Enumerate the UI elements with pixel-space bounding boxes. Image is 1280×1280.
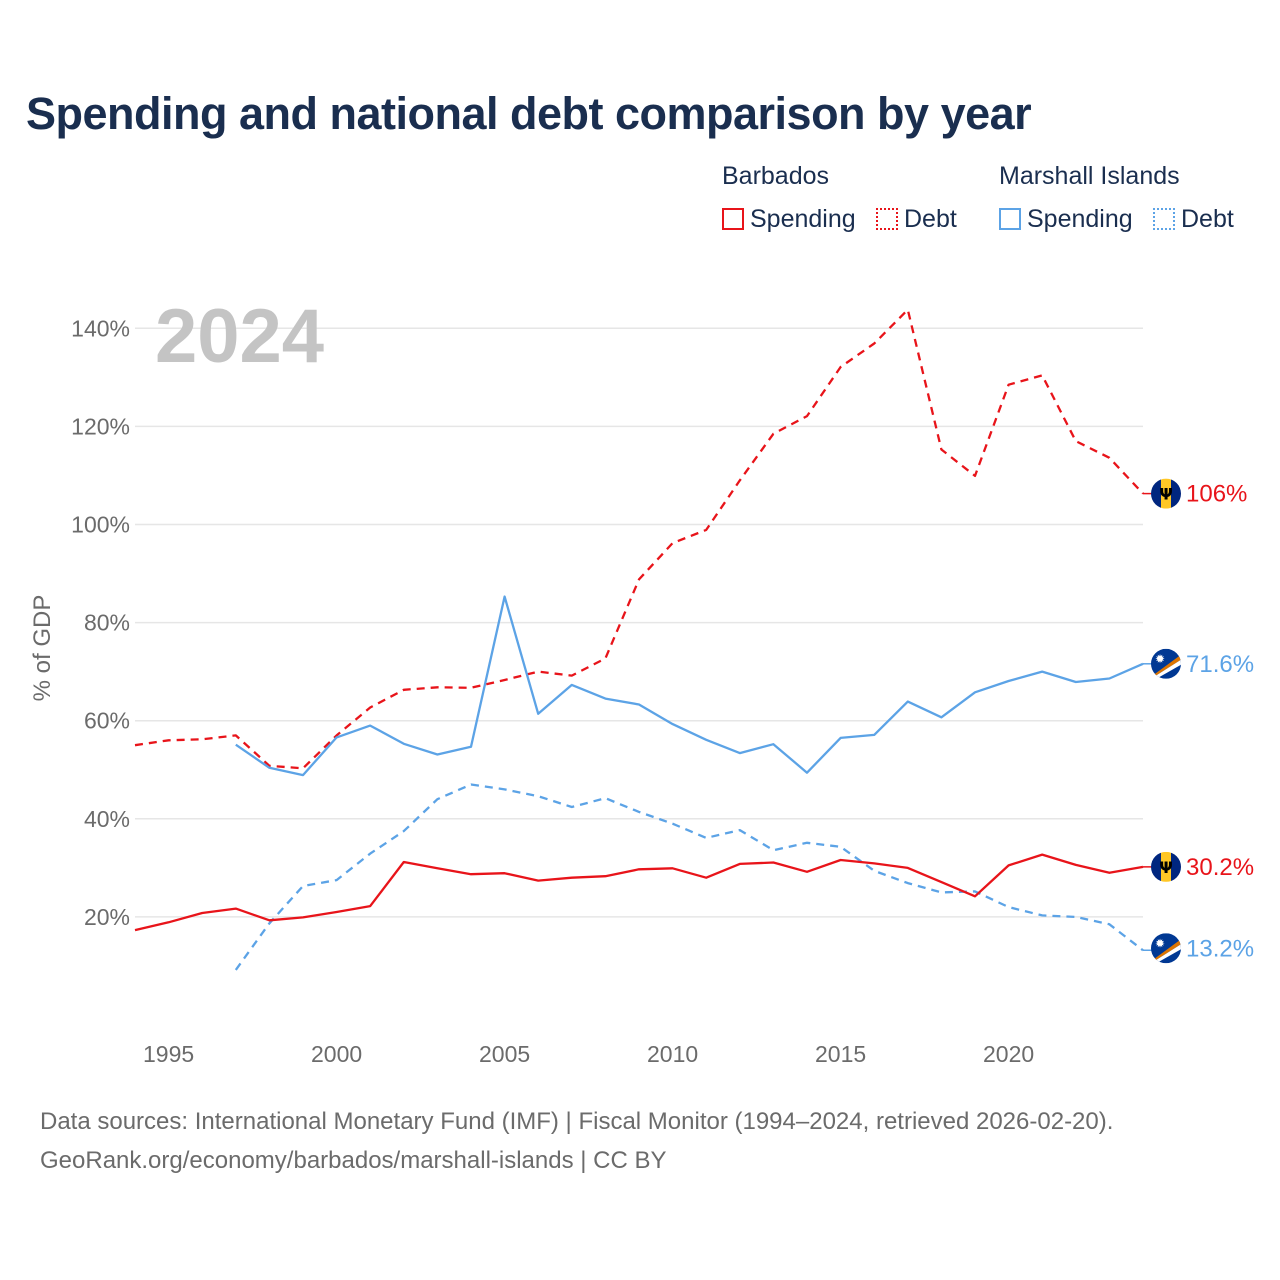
marshall-islands-flag-icon: ✹	[1151, 648, 1181, 679]
svg-text:Ψ: Ψ	[1159, 485, 1173, 504]
gridlines	[135, 327, 1143, 918]
legend-swatch-dotted-blue	[1153, 208, 1175, 230]
end-labels: Ψ 106% ✹ 71.6% ✹ 13.2% Ψ 30.2%	[1143, 478, 1254, 964]
y-tick-label: 60%	[84, 708, 130, 734]
y-tick-label: 120%	[71, 413, 130, 439]
series-line-barbados-debt	[134, 308, 1144, 770]
legend-label: Debt	[904, 204, 957, 233]
y-tick-label: 100%	[71, 512, 130, 538]
year-watermark: 2024	[155, 294, 324, 379]
series-line-marshall-islands-spending	[235, 595, 1144, 777]
legend-label: Spending	[750, 204, 856, 233]
svg-text:✹: ✹	[1155, 936, 1165, 950]
end-value-label: 71.6%	[1186, 651, 1254, 678]
legend-group-barbados: Barbados	[722, 162, 830, 190]
end-value-label: 30.2%	[1186, 854, 1254, 881]
x-tick-label: 2000	[311, 1041, 362, 1067]
end-value-label: 106%	[1186, 481, 1247, 508]
y-axis-title: % of GDP	[29, 595, 56, 702]
x-axis: 1995 2000 2005 2010 2015 2020	[143, 1041, 1034, 1067]
barbados-flag-icon: Ψ	[1151, 851, 1181, 882]
legend-group-marshall-islands: Marshall Islands	[999, 162, 1180, 190]
x-tick-label: 1995	[143, 1041, 194, 1067]
y-tick-label: 80%	[84, 610, 130, 636]
source-line-2[interactable]: GeoRank.org/economy/barbados/marshall-is…	[40, 1147, 667, 1174]
barbados-flag-icon: Ψ	[1151, 478, 1181, 509]
source-line-1: Data sources: International Monetary Fun…	[40, 1108, 1114, 1135]
y-axis: 20% 40% 60% 80% 100% 120% 140%	[71, 315, 130, 930]
y-tick-label: 20%	[84, 904, 130, 930]
legend-label: Debt	[1181, 204, 1234, 233]
x-tick-label: 2015	[815, 1041, 866, 1067]
legend-marshall-islands-spending[interactable]: Spending	[999, 204, 1133, 234]
chart-title: Spending and national debt comparison by…	[26, 88, 1032, 139]
legend-marshall-islands-debt[interactable]: Debt	[1153, 204, 1234, 234]
x-tick-label: 2020	[983, 1041, 1034, 1067]
legend-swatch-dotted-red	[876, 208, 898, 230]
y-tick-label: 40%	[84, 806, 130, 832]
legend-barbados-spending[interactable]: Spending	[722, 204, 856, 234]
legend-swatch-solid-red	[722, 208, 744, 230]
end-value-label: 13.2%	[1186, 935, 1254, 962]
series-line-barbados-spending	[134, 853, 1144, 932]
legend-barbados-debt[interactable]: Debt	[876, 204, 957, 234]
svg-text:✹: ✹	[1155, 652, 1165, 666]
legend-label: Spending	[1027, 204, 1133, 233]
legend-swatch-solid-blue	[999, 208, 1021, 230]
series-lines	[134, 308, 1144, 971]
y-tick-label: 140%	[71, 315, 130, 341]
marshall-islands-flag-icon: ✹	[1151, 933, 1181, 964]
x-tick-label: 2010	[647, 1041, 698, 1067]
series-line-marshall-islands-debt	[234, 783, 1144, 971]
x-tick-label: 2005	[479, 1041, 530, 1067]
svg-text:Ψ: Ψ	[1159, 858, 1173, 877]
